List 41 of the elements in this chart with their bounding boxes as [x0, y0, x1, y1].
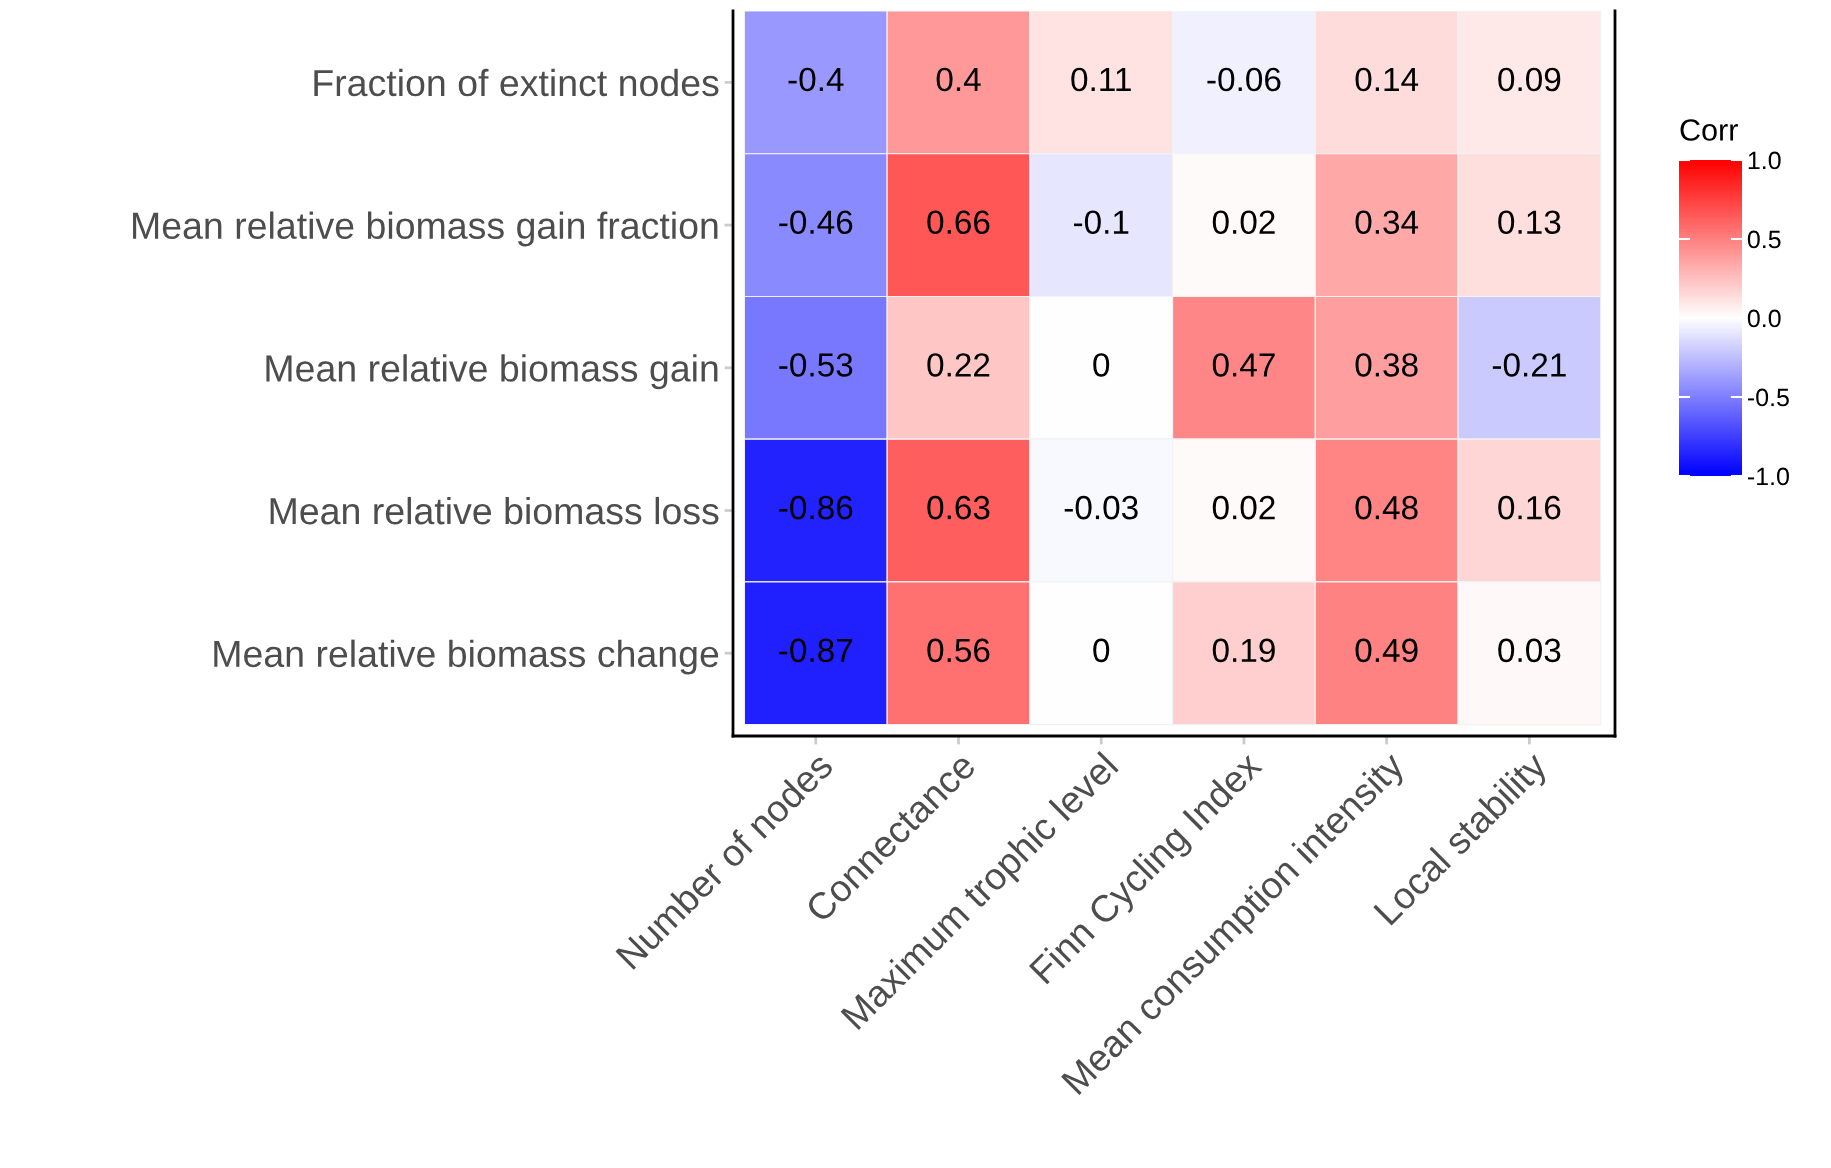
color-bar-label: 0.5	[1747, 230, 1781, 249]
color-bar-title: Corr	[1680, 119, 1738, 141]
data-label: -0.1	[1073, 210, 1129, 235]
color-bar-label: 1.0	[1748, 151, 1781, 170]
data-label: 0.19	[1212, 638, 1275, 663]
data-label: 0.4	[936, 67, 981, 92]
data-label: 0.03	[1498, 638, 1561, 663]
data-label: 0.14	[1355, 67, 1419, 92]
data-label: 0.66	[927, 210, 990, 235]
data-label: 0.02	[1212, 495, 1275, 520]
data-label: 0.48	[1355, 495, 1418, 520]
y-tick-label: Mean relative biomass gain	[266, 354, 718, 390]
data-label: 0.02	[1212, 210, 1275, 235]
data-label: -0.03	[1064, 495, 1138, 520]
data-label: -0.4	[788, 67, 844, 92]
data-label: 0.34	[1355, 210, 1419, 235]
data-label: -0.06	[1207, 67, 1281, 92]
color-bar-label: -0.5	[1747, 388, 1789, 407]
data-label: -0.21	[1492, 353, 1566, 377]
data-label: 0.22	[927, 353, 990, 377]
data-label: 0.09	[1498, 67, 1561, 92]
data-label: 0.16	[1498, 495, 1561, 520]
data-label: 0.49	[1355, 638, 1418, 663]
data-label: 0	[1093, 638, 1110, 663]
data-label: -0.46	[779, 210, 853, 235]
data-label: 0.13	[1498, 210, 1561, 235]
data-label: 0	[1093, 353, 1110, 377]
data-label: 0.38	[1355, 353, 1418, 377]
color-bar-label: 0.0	[1747, 309, 1781, 328]
data-label: -0.86	[779, 495, 853, 520]
y-tick-label: Fraction of extinct nodes	[314, 68, 719, 97]
y-tick-label: Mean relative biomass loss	[270, 496, 719, 525]
data-label: -0.87	[779, 638, 853, 663]
data-label: 0.11	[1071, 67, 1131, 92]
color-bar-label: -1.0	[1747, 467, 1789, 486]
data-label: 0.47	[1212, 353, 1275, 377]
y-tick-label: Mean relative biomass change	[214, 639, 719, 675]
y-tick-label: Mean relative biomass gain fraction	[133, 211, 718, 247]
data-label: -0.53	[779, 353, 853, 377]
data-label: 0.56	[927, 638, 990, 663]
data-label: 0.63	[927, 495, 990, 520]
